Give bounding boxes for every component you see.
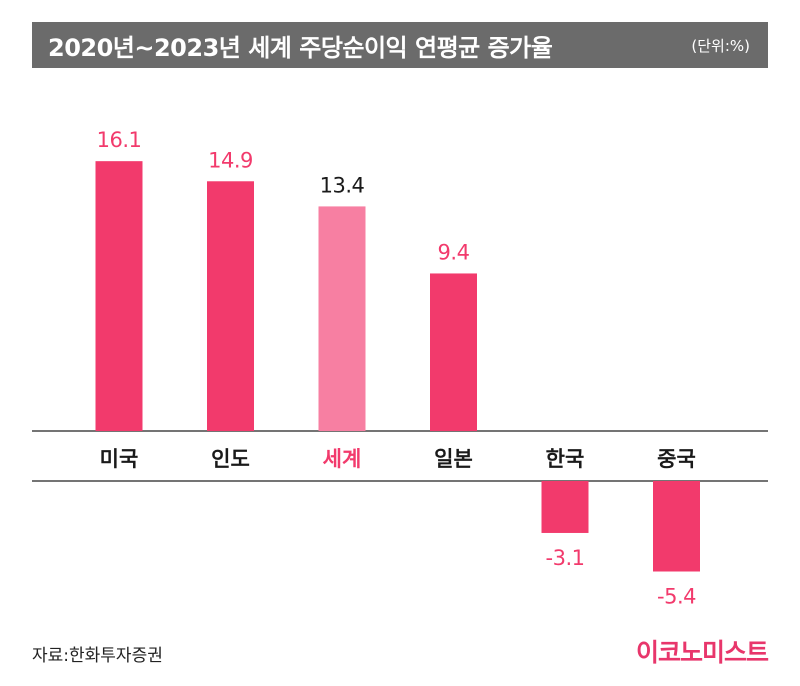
bar-1 <box>95 161 143 431</box>
value-label-3: 13.4 <box>320 173 365 197</box>
brand-logo: 이코노미스트 <box>635 638 769 667</box>
source-note: 자료:한화투자증권 <box>32 646 163 666</box>
chart-title-bar: 2020년~2023년 세계 주당순이익 연평균 증가율 (단위:%) <box>32 22 768 68</box>
category-label-4: 일본 <box>434 447 473 471</box>
value-label-5: -3.1 <box>546 546 585 570</box>
chart-title: 2020년~2023년 세계 주당순이익 연평균 증가율 <box>48 33 553 62</box>
category-label-2: 인도 <box>211 447 250 471</box>
unit-label: (단위:%) <box>691 36 750 55</box>
bar-5 <box>541 481 589 533</box>
value-label-2: 14.9 <box>208 148 253 172</box>
value-label-4: 9.4 <box>438 240 470 264</box>
category-label-1: 미국 <box>100 447 139 471</box>
bar-4 <box>430 273 477 431</box>
value-label-1: 16.1 <box>97 128 142 152</box>
category-label-5: 한국 <box>546 447 585 471</box>
value-label-6: -5.4 <box>657 585 696 609</box>
category-label-6: 중국 <box>657 447 696 471</box>
bar-2 <box>207 181 254 431</box>
bar-3 <box>318 206 366 431</box>
category-label-3: 세계 <box>323 447 362 471</box>
bar-6 <box>653 481 700 572</box>
